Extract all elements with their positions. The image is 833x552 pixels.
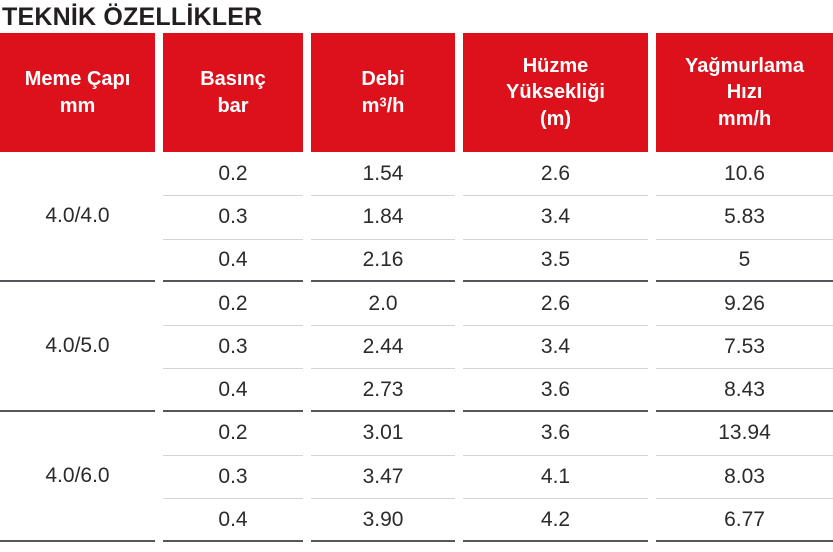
cell-basinc: 0.4 bbox=[163, 498, 303, 542]
cell-debi: 1.54 bbox=[362, 161, 404, 185]
cell-meme-capi: 4.0/5.0 bbox=[0, 282, 155, 412]
cell-basinc: 0.2 bbox=[218, 421, 248, 445]
cell-yagmurlama-hizi: 7.53 bbox=[656, 325, 833, 368]
cell-debi: 3.01 bbox=[362, 421, 404, 445]
header-line: bar bbox=[217, 94, 249, 117]
cell-basinc: 0.3 bbox=[163, 195, 303, 238]
table-group-4060: 4.0/6.0 0.2 3.01 3.6 13.94 0.3 3.47 4.1 … bbox=[0, 412, 833, 542]
cell-basinc: 0.3 bbox=[163, 455, 303, 498]
header-line: Hüzme bbox=[522, 54, 589, 77]
header-cell-debi: Debi m3/h bbox=[311, 33, 455, 152]
header-line: Yağmurlama bbox=[685, 54, 804, 77]
unit-base: m bbox=[361, 94, 380, 117]
cell-basinc: 0.4 bbox=[163, 368, 303, 412]
unit-superscript: 3 bbox=[379, 93, 387, 109]
cell-debi: 3.90 bbox=[311, 498, 455, 542]
table-header-row: Meme Çapı mm Basınç bar Debi m3/h Hüzme … bbox=[0, 33, 833, 152]
header-cell-basinc: Basınç bar bbox=[163, 33, 303, 152]
cell-huzme-yuksekligi: 3.5 bbox=[463, 238, 648, 282]
cell-yagmurlama-hizi: 13.94 bbox=[718, 421, 771, 445]
table-group-4050: 4.0/5.0 0.2 2.0 2.6 9.26 0.3 2.44 3.4 7.… bbox=[0, 282, 833, 412]
cell-basinc: 0.2 bbox=[218, 291, 248, 315]
cell-huzme-yuksekligi: 3.4 bbox=[463, 325, 648, 368]
cell-meme-capi: 4.0/6.0 bbox=[0, 412, 155, 542]
cell-huzme-yuksekligi: 3.6 bbox=[463, 368, 648, 412]
cell-yagmurlama-hizi: 9.26 bbox=[724, 291, 765, 315]
cell-huzme-yuksekligi: 4.1 bbox=[463, 455, 648, 498]
page-title: TEKNİK ÖZELLİKLER bbox=[2, 3, 263, 31]
cell-yagmurlama-hizi: 6.77 bbox=[656, 498, 833, 542]
cell-basinc: 0.4 bbox=[163, 238, 303, 282]
cell-yagmurlama-hizi: 8.03 bbox=[656, 455, 833, 498]
header-line: Basınç bbox=[200, 68, 266, 91]
header-line-unit: m3/h bbox=[362, 93, 405, 119]
cell-debi: 2.44 bbox=[311, 325, 455, 368]
cell-debi: 3.47 bbox=[311, 455, 455, 498]
header-line: mm/h bbox=[717, 107, 772, 130]
header-line: Yüksekliği bbox=[506, 81, 605, 104]
cell-huzme-yuksekligi: 2.6 bbox=[540, 161, 571, 185]
cell-debi: 2.73 bbox=[311, 368, 455, 412]
unit-rest: /h bbox=[386, 94, 405, 117]
header-line: Hızı bbox=[726, 81, 763, 104]
cell-debi: 2.0 bbox=[368, 291, 398, 315]
cell-meme-capi: 4.0/4.0 bbox=[0, 152, 155, 282]
header-line: Meme Çapı bbox=[24, 68, 131, 91]
cell-huzme-yuksekligi: 4.2 bbox=[463, 498, 648, 542]
header-line: Debi bbox=[361, 68, 405, 91]
cell-debi: 1.84 bbox=[311, 195, 455, 238]
cell-yagmurlama-hizi: 5 bbox=[656, 238, 833, 282]
cell-huzme-yuksekligi: 3.4 bbox=[463, 195, 648, 238]
cell-basinc: 0.3 bbox=[163, 325, 303, 368]
cell-yagmurlama-hizi: 8.43 bbox=[656, 368, 833, 412]
cell-yagmurlama-hizi: 5.83 bbox=[656, 195, 833, 238]
cell-huzme-yuksekligi: 3.6 bbox=[540, 421, 571, 445]
cell-basinc: 0.2 bbox=[218, 161, 248, 185]
header-cell-meme-capi: Meme Çapı mm bbox=[0, 33, 155, 152]
header-cell-huzme-yuksekligi: Hüzme Yüksekliği (m) bbox=[463, 33, 648, 152]
header-line: mm bbox=[59, 94, 96, 117]
cell-yagmurlama-hizi: 10.6 bbox=[724, 161, 765, 185]
header-line: (m) bbox=[539, 107, 572, 130]
header-cell-yagmurlama-hizi: Yağmurlama Hızı mm/h bbox=[656, 33, 833, 152]
cell-huzme-yuksekligi: 2.6 bbox=[540, 291, 571, 315]
cell-debi: 2.16 bbox=[311, 238, 455, 282]
table-group-4040: 4.0/4.0 0.2 1.54 2.6 10.6 0.3 1.84 3.4 5… bbox=[0, 152, 833, 282]
